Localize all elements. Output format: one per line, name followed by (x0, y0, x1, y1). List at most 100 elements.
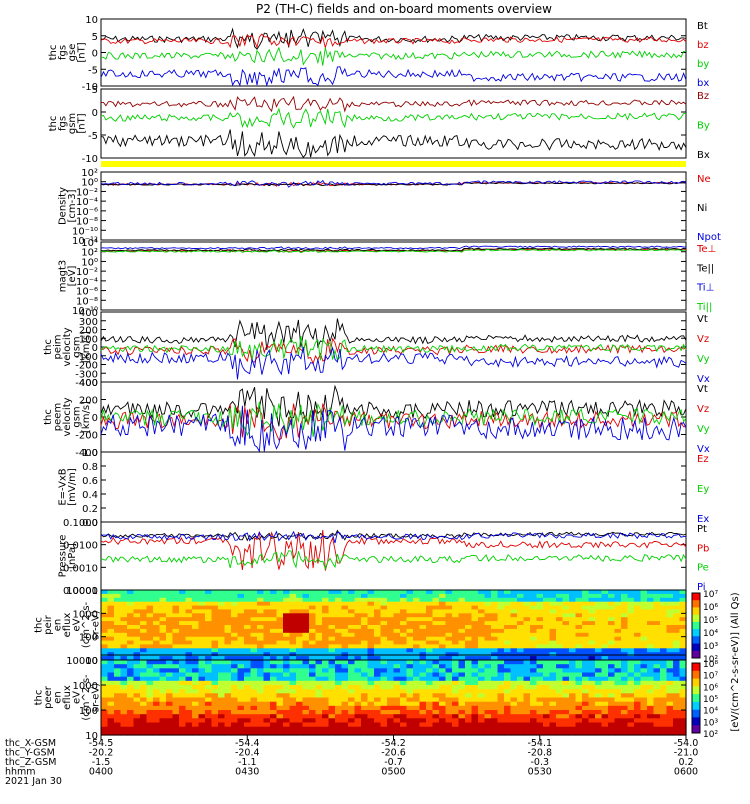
heatmap-cell (302, 718, 310, 724)
heatmap-cell (640, 628, 648, 634)
heatmap-cell (426, 676, 434, 682)
heatmap-cell (133, 705, 141, 711)
heatmap-cell (406, 648, 414, 653)
heatmap-cell (159, 605, 167, 611)
heatmap-cell (127, 617, 135, 622)
heatmap-cell (445, 625, 453, 630)
heatmap-cell (250, 701, 258, 707)
heatmap-cell (465, 668, 473, 674)
heatmap-cell (146, 730, 154, 736)
heatmap-cell (406, 617, 414, 622)
heatmap-cell (361, 621, 369, 626)
heatmap-cell (140, 714, 148, 719)
heatmap-cell (328, 632, 336, 638)
heatmap-cell (101, 590, 109, 595)
heatmap-cell (543, 722, 551, 728)
heatmap-cell (192, 672, 200, 678)
heatmap-cell (439, 613, 447, 618)
heatmap-cell (536, 664, 544, 669)
heatmap-cell (192, 632, 200, 638)
y-axis-label: magt3 (57, 260, 68, 293)
heatmap-cell (536, 621, 544, 626)
heatmap-cell (523, 718, 531, 724)
heatmap-cell (549, 597, 557, 603)
heatmap-cell (140, 701, 148, 707)
heatmap-cell (133, 601, 141, 607)
heatmap-cell (367, 685, 375, 690)
series-By-line (100, 107, 687, 129)
heatmap-cell (517, 652, 525, 657)
heatmap-cell (510, 726, 518, 732)
heatmap-cell (257, 628, 265, 634)
heatmap-cell (504, 680, 512, 686)
heatmap-cell (634, 625, 642, 630)
heatmap-cell (146, 697, 154, 703)
heatmap-cell (231, 726, 239, 732)
heatmap-cell (530, 676, 538, 682)
y-tick-label: 10⁰ (81, 257, 98, 268)
heatmap-cell (601, 701, 609, 707)
heatmap-cell (185, 597, 193, 603)
heatmap-cell (218, 640, 226, 646)
heatmap-cell (283, 676, 291, 682)
series-Pt-line (100, 529, 687, 542)
heatmap-cell (179, 656, 187, 661)
heatmap-cell (198, 726, 206, 732)
heatmap-cell (569, 660, 577, 665)
heatmap-cell (172, 625, 180, 630)
heatmap-cell (478, 590, 486, 595)
heatmap-cell (361, 676, 369, 682)
heatmap-cell (549, 601, 557, 607)
heatmap-cell (445, 628, 453, 634)
heatmap-cell (315, 680, 323, 686)
heatmap-cell (413, 722, 421, 728)
colorbar-tick-label: 10⁷ (703, 590, 718, 600)
heatmap-cell (380, 613, 388, 618)
heatmap-cell (302, 672, 310, 678)
heatmap-cell (140, 617, 148, 622)
heatmap-cell (315, 730, 323, 736)
heatmap-cell (601, 648, 609, 653)
heatmap-cell (445, 613, 453, 618)
heatmap-cell (653, 632, 661, 638)
heatmap-cell (153, 644, 161, 649)
heatmap-cell (179, 636, 187, 642)
y-tick-label: 100 (79, 706, 98, 717)
y-axis-label: peer (43, 685, 54, 709)
heatmap-cell (569, 601, 577, 607)
heatmap-cell (179, 625, 187, 630)
heatmap-cell (361, 660, 369, 665)
heatmap-cell (270, 605, 278, 611)
heatmap-cell (458, 597, 466, 603)
heatmap-cell (172, 601, 180, 607)
heatmap-cell (523, 660, 531, 665)
heatmap-cell (653, 664, 661, 669)
heatmap-cell (367, 672, 375, 678)
heatmap-cell (257, 656, 265, 661)
heatmap-cell (114, 701, 122, 707)
heatmap-cell (270, 710, 278, 715)
heatmap-cell (257, 730, 265, 736)
heatmap-cell (224, 652, 232, 657)
heatmap-cell (172, 689, 180, 694)
heatmap-cell (406, 672, 414, 678)
heatmap-cell (497, 632, 505, 638)
heatmap-cell (478, 689, 486, 694)
heatmap-cell (634, 656, 642, 661)
heatmap-cell (127, 605, 135, 611)
heatmap-cell (114, 601, 122, 607)
heatmap-cell (530, 648, 538, 653)
heatmap-cell (660, 701, 668, 707)
heatmap-cell (231, 697, 239, 703)
heatmap-cell (588, 597, 596, 603)
heatmap-cell (419, 640, 427, 646)
heatmap-cell (263, 714, 271, 719)
heatmap-cell (211, 680, 219, 686)
heatmap-cell (172, 664, 180, 669)
heatmap-cell (432, 722, 440, 728)
heatmap-cell (296, 613, 304, 618)
heatmap-cell (523, 726, 531, 732)
heatmap-cell (159, 636, 167, 642)
heatmap-cell (530, 625, 538, 630)
heatmap-cell (660, 593, 668, 599)
